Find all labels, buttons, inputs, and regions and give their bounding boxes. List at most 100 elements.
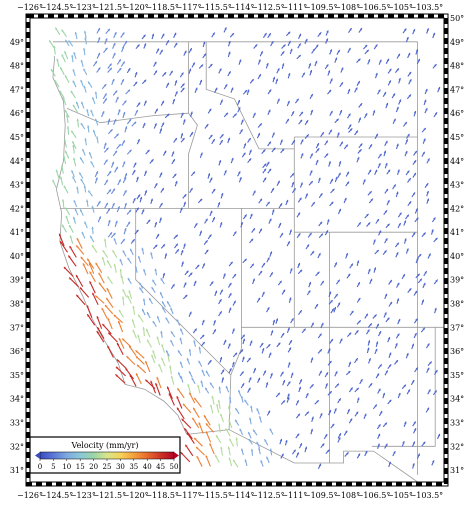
velocity-arrow xyxy=(246,357,252,363)
velocity-arrow xyxy=(59,90,65,99)
velocity-arrow xyxy=(384,162,388,169)
right-tick-label: 43° xyxy=(450,181,464,190)
velocity-arrow xyxy=(68,224,74,233)
velocity-arrow xyxy=(329,49,333,55)
border-line xyxy=(205,41,295,150)
top-tick-label: −126° xyxy=(17,3,43,12)
velocity-arrow xyxy=(262,370,267,376)
velocity-arrow xyxy=(374,133,379,139)
velocity-arrow xyxy=(287,362,291,368)
velocity-arrow xyxy=(320,322,324,329)
velocity-arrow xyxy=(354,411,359,417)
velocity-arrow xyxy=(375,341,379,347)
velocity-arrow xyxy=(383,150,387,157)
top-tick-label: −103.5° xyxy=(410,3,444,12)
velocity-arrow xyxy=(183,282,187,288)
top-tick-label: −105° xyxy=(387,3,413,12)
velocity-arrow xyxy=(227,51,231,58)
velocity-arrow xyxy=(55,169,60,179)
velocity-arrow xyxy=(88,151,93,159)
velocity-arrow xyxy=(189,187,193,193)
velocity-arrow xyxy=(247,431,252,439)
velocity-arrow xyxy=(153,70,158,76)
velocity-arrow xyxy=(72,216,77,224)
velocity-arrow xyxy=(86,108,90,117)
velocity-arrow xyxy=(227,446,231,456)
velocity-arrow xyxy=(82,263,89,275)
velocity-arrow xyxy=(187,383,191,393)
velocity-arrow xyxy=(121,296,125,306)
velocity-arrow xyxy=(180,451,191,463)
velocity-arrow xyxy=(262,163,267,169)
velocity-arrow xyxy=(65,207,71,216)
velocity-arrow xyxy=(160,331,163,338)
velocity-arrow xyxy=(267,168,272,174)
velocity-arrow xyxy=(249,238,254,244)
velocity-arrow xyxy=(198,64,204,69)
velocity-arrow xyxy=(415,257,419,264)
velocity-arrow xyxy=(118,337,125,349)
velocity-arrow xyxy=(188,370,193,378)
top-tick-label: −124.5° xyxy=(40,3,74,12)
left-tick-label: 43° xyxy=(10,181,24,190)
velocity-arrow xyxy=(89,271,96,283)
velocity-arrow xyxy=(154,221,158,228)
velocity-arrow xyxy=(372,314,377,319)
velocity-arrow xyxy=(336,132,340,138)
velocity-arrow xyxy=(412,159,417,166)
velocity-arrow xyxy=(53,45,56,55)
velocity-arrow xyxy=(416,453,421,459)
velocity-arrow xyxy=(295,413,301,419)
velocity-arrow xyxy=(434,369,438,375)
velocity-arrow xyxy=(176,407,185,420)
velocity-arrow xyxy=(249,213,253,220)
left-tick-label: 42° xyxy=(10,204,24,213)
velocity-arrow xyxy=(126,355,136,365)
velocity-arrow xyxy=(326,219,330,225)
velocity-arrow xyxy=(136,176,139,183)
velocity-arrow xyxy=(267,109,271,116)
border-line xyxy=(230,327,242,376)
velocity-arrow xyxy=(87,81,93,88)
velocity-arrow xyxy=(240,334,246,340)
top-tick-label: −114° xyxy=(228,3,254,12)
velocity-arrow xyxy=(329,201,334,207)
velocity-arrow xyxy=(347,332,352,337)
velocity-arrow xyxy=(161,301,166,308)
top-axis-labels: −126°−124.5°−123°−121.5°−120°−118.5°−117… xyxy=(17,3,443,12)
velocity-arrow xyxy=(382,250,387,256)
right-tick-label: 48° xyxy=(450,62,464,71)
velocity-arrow xyxy=(165,317,170,324)
velocity-arrow xyxy=(395,251,399,258)
velocity-arrow xyxy=(329,110,333,116)
legend-high-arrow xyxy=(174,452,179,459)
velocity-arrow xyxy=(325,449,331,454)
velocity-arrow xyxy=(333,293,339,299)
velocity-arrow xyxy=(218,160,222,166)
velocity-arrow xyxy=(268,218,272,224)
velocity-arrow xyxy=(421,232,427,238)
velocity-arrow xyxy=(107,276,113,285)
velocity-arrow xyxy=(104,179,109,186)
velocity-arrow xyxy=(159,49,164,55)
velocity-arrow xyxy=(289,229,292,236)
velocity-arrow xyxy=(59,176,64,186)
velocity-arrow xyxy=(232,113,238,118)
velocity-arrow xyxy=(413,428,417,434)
velocity-arrow xyxy=(182,193,187,199)
velocity-arrow xyxy=(134,71,138,78)
velocity-arrow xyxy=(267,32,272,39)
velocity-arrow xyxy=(298,378,303,385)
velocity-arrow xyxy=(405,36,409,43)
left-tick-label: 38° xyxy=(10,300,24,309)
velocity-arrow xyxy=(328,161,331,167)
velocity-arrow xyxy=(169,70,174,76)
velocity-arrow xyxy=(256,441,261,449)
velocity-arrow xyxy=(285,199,289,206)
velocity-arrow xyxy=(395,106,399,113)
velocity-arrow xyxy=(81,231,86,239)
velocity-arrow xyxy=(280,453,284,459)
velocity-arrow xyxy=(59,66,65,75)
velocity-arrow xyxy=(315,147,320,154)
border-line xyxy=(228,429,418,482)
